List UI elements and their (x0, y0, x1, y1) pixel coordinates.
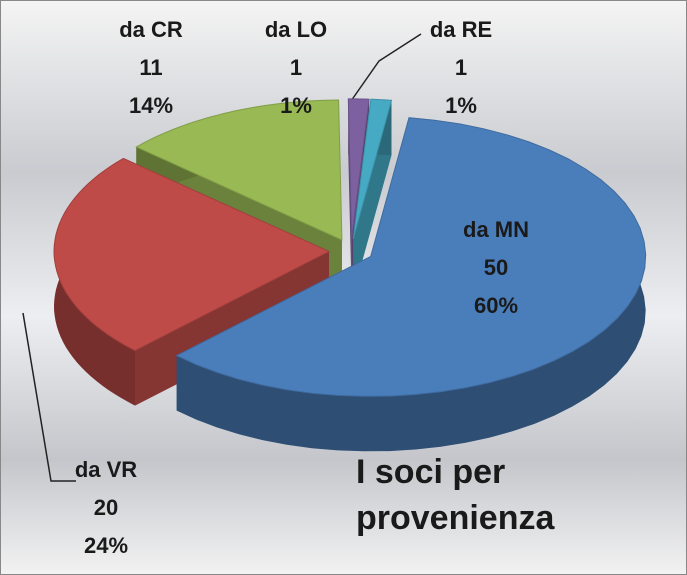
slice (175, 117, 647, 452)
chart-title: I soci per provenienza (356, 453, 555, 537)
slice-top (53, 157, 331, 352)
label-value: 1 (289, 55, 303, 80)
label-name: da CR (119, 17, 183, 42)
label-percent: 1% (445, 93, 477, 118)
slice-top (175, 117, 647, 397)
leader-line (350, 33, 422, 102)
data-label: da RE 1 1% (401, 11, 521, 125)
slice-top (135, 99, 343, 241)
label-value: 50 (483, 255, 509, 280)
data-label: da MN 50 60% (436, 211, 556, 325)
label-percent: 14% (128, 93, 174, 118)
label-percent: 60% (473, 293, 519, 318)
label-percent: 24% (83, 533, 129, 558)
label-value: 11 (139, 55, 163, 80)
slice (352, 98, 393, 294)
label-value: 1 (454, 55, 468, 80)
label-name: da VR (74, 457, 138, 482)
data-label: da CR 11 14% (91, 11, 211, 125)
label-name: da MN (463, 217, 529, 242)
label-name: da RE (429, 17, 493, 42)
label-percent: 1% (280, 93, 312, 118)
label-name: da LO (264, 17, 328, 42)
slice-top (352, 98, 393, 240)
leader-line (22, 312, 76, 482)
slice-side (176, 117, 646, 452)
slice-top (347, 98, 370, 239)
data-label: da VR 20 24% (46, 451, 166, 565)
data-label: da LO 1 1% (236, 11, 356, 125)
label-value: 20 (93, 495, 119, 520)
